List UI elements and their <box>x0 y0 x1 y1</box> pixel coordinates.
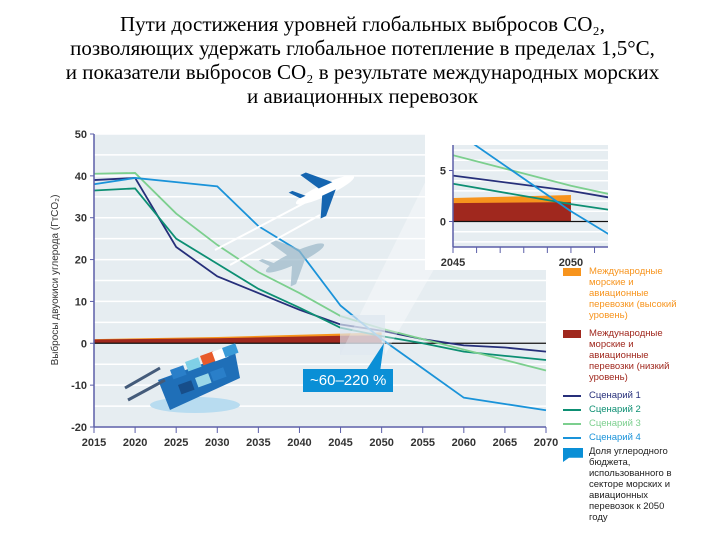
ship-wake <box>124 366 161 390</box>
title-line: позволяющих удержать глобальное потеплен… <box>70 36 655 60</box>
callout-icon <box>563 448 583 462</box>
title-line: и показатели выбросов CO₂ в результате м… <box>65 60 660 84</box>
legend-item: Доля углеродного бюджета, использованног… <box>563 446 723 523</box>
x-tick-label: 2040 <box>287 437 311 449</box>
y-tick-label: 0 <box>440 217 446 229</box>
y-tick-label: 5 <box>440 166 446 178</box>
x-tick-label: 2050 <box>369 437 393 449</box>
low-level-area <box>453 202 571 222</box>
y-tick-label: 20 <box>75 255 87 267</box>
series-line-scenario-2 <box>93 187 547 361</box>
legend-label: Сценарий 1 <box>589 390 641 401</box>
title-line: Пути достижения уровней глобальных выбро… <box>119 12 605 36</box>
legend: Международные морские и авиационные пере… <box>563 266 723 530</box>
chart-title: Пути достижения уровней глобальных выбро… <box>0 12 725 108</box>
y-tick-label: 30 <box>75 213 87 225</box>
airplane-icon <box>258 240 325 287</box>
contrail <box>229 214 321 266</box>
legend-item: Сценарий 4 <box>563 432 723 443</box>
y-tick-label: 50 <box>75 129 87 141</box>
x-tick-label: 2050 <box>559 257 583 269</box>
cargo-ship-icon <box>150 343 240 413</box>
legend-item: Международные морские и авиационные пере… <box>563 266 723 321</box>
legend-item: Международные морские и авиационные пере… <box>563 328 723 383</box>
y-axis-label: Выбросы двуокиси углерода (ГтCO₂) <box>49 195 61 366</box>
legend-swatch <box>563 330 581 338</box>
y-tick-label: 0 <box>81 338 87 350</box>
legend-label: Сценарий 2 <box>589 404 641 415</box>
legend-item: Сценарий 2 <box>563 404 723 415</box>
contrail <box>214 199 311 251</box>
legend-item: Сценарий 1 <box>563 390 723 401</box>
legend-item: Сценарий 3 <box>563 418 723 429</box>
callout-pointer <box>365 343 384 372</box>
x-tick-label: 2060 <box>452 437 476 449</box>
title-line: и авиационных перевозок <box>246 84 479 108</box>
ship-wake <box>127 378 166 402</box>
zoom-region <box>340 315 385 355</box>
legend-line-swatch <box>563 423 581 425</box>
x-tick-label: 2045 <box>441 257 465 269</box>
x-tick-label: 2070 <box>534 437 558 449</box>
x-tick-label: 2045 <box>328 437 352 449</box>
carbon-budget-callout: ~60–220 % <box>303 369 394 392</box>
legend-line-swatch <box>563 395 581 397</box>
x-tick-label: 2025 <box>164 437 188 449</box>
y-tick-label: 40 <box>75 171 87 183</box>
y-tick-label: -10 <box>71 380 87 392</box>
y-tick-label: 10 <box>75 296 87 308</box>
legend-label: Международные морские и авиационные пере… <box>589 328 670 383</box>
x-tick-label: 2030 <box>205 437 229 449</box>
y-tick-label: -20 <box>71 422 87 434</box>
x-tick-label: 2055 <box>410 437 434 449</box>
legend-label: Доля углеродного бюджета, использованног… <box>589 446 672 523</box>
legend-line-swatch <box>563 437 581 439</box>
airplane-icon <box>288 172 355 219</box>
x-tick-label: 2020 <box>123 437 147 449</box>
legend-label: Международные морские и авиационные пере… <box>589 266 677 321</box>
series-line-scenario-4 <box>93 177 547 412</box>
x-tick-label: 2015 <box>82 437 106 449</box>
legend-line-swatch <box>563 409 581 411</box>
series-line-scenario-3 <box>93 172 547 372</box>
low-level-area <box>94 335 382 344</box>
x-tick-label: 2065 <box>493 437 517 449</box>
x-tick-label: 2035 <box>246 437 270 449</box>
legend-label: Сценарий 3 <box>589 418 641 429</box>
zoom-connector <box>340 142 445 355</box>
legend-swatch <box>563 268 581 276</box>
legend-label: Сценарий 4 <box>589 432 641 443</box>
